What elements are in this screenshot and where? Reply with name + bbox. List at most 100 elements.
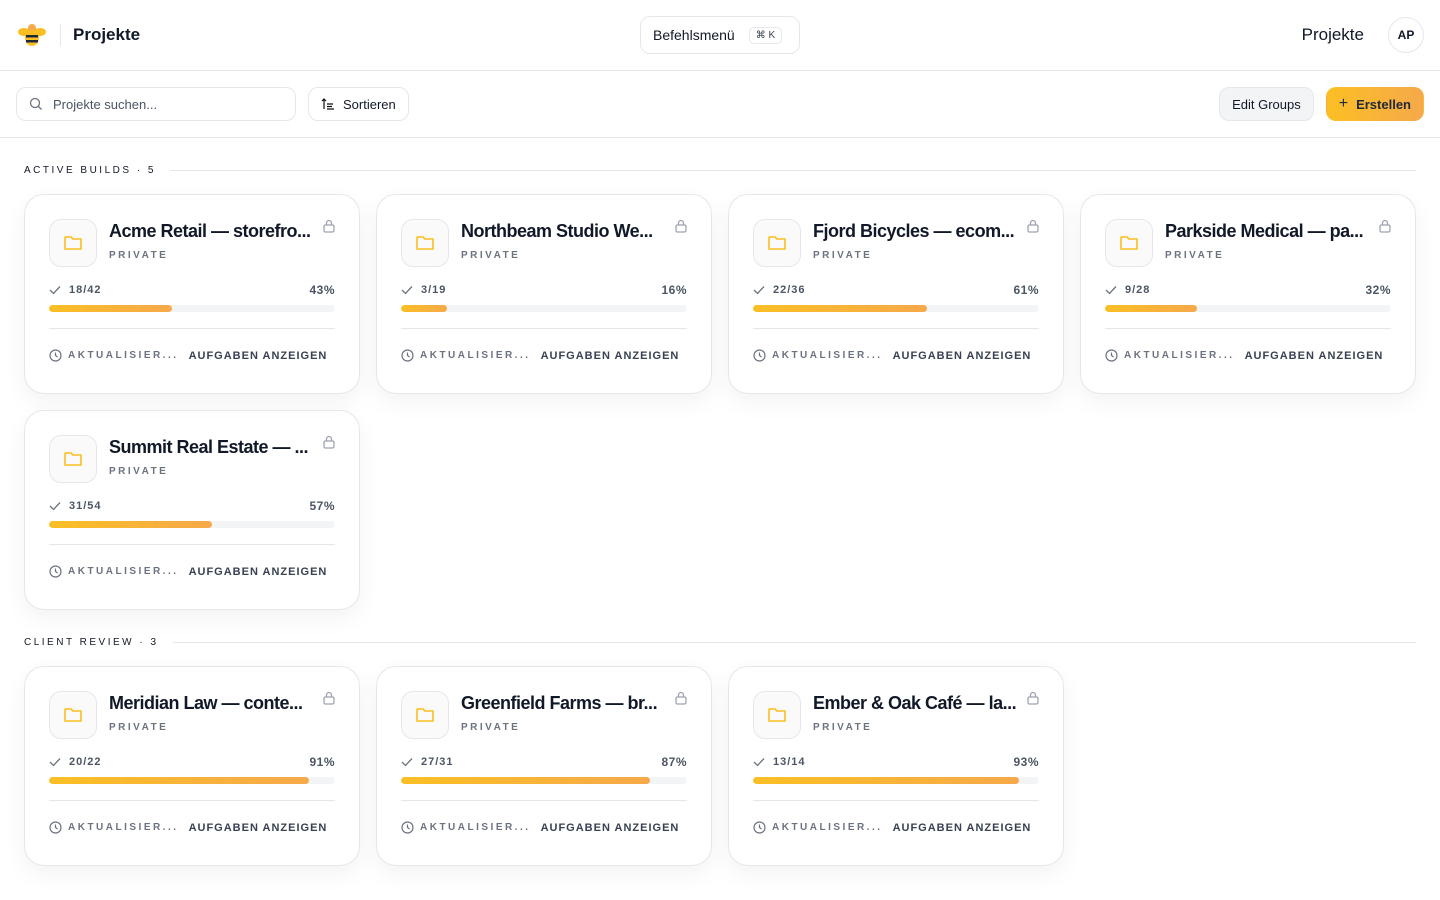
- project-card[interactable]: Meridian Law — conte... PRIVATE 20/22 91…: [24, 666, 360, 866]
- folder-icon: [401, 219, 449, 267]
- project-card[interactable]: Northbeam Studio We... PRIVATE 3/19 16% …: [376, 194, 712, 394]
- lock-icon: [675, 219, 687, 233]
- folder-icon: [401, 691, 449, 739]
- folder-icon: [753, 219, 801, 267]
- clock-icon: [401, 821, 414, 834]
- progress-bar: [401, 777, 687, 784]
- create-label: Erstellen: [1356, 96, 1411, 112]
- view-tasks-link[interactable]: AUFGABEN ANZEIGEN: [540, 821, 680, 834]
- task-count: 22/36: [773, 284, 806, 296]
- check-icon: [49, 758, 61, 767]
- divider: [753, 328, 1039, 329]
- project-title[interactable]: Meridian Law — conte...: [109, 693, 303, 713]
- project-card[interactable]: Greenfield Farms — br... PRIVATE 27/31 8…: [376, 666, 712, 866]
- project-title[interactable]: Parkside Medical — pa...: [1165, 221, 1364, 241]
- sort-button[interactable]: Sortieren: [308, 87, 409, 121]
- view-tasks-link[interactable]: AUFGABEN ANZEIGEN: [188, 565, 328, 578]
- view-tasks-link[interactable]: AUFGABEN ANZEIGEN: [892, 349, 1032, 362]
- progress-percent: 16%: [661, 283, 687, 297]
- folder-icon: [49, 219, 97, 267]
- divider: [401, 800, 687, 801]
- progress-bar: [49, 521, 335, 528]
- check-icon: [1105, 286, 1117, 295]
- task-count: 27/31: [421, 756, 454, 768]
- search-placeholder: Projekte suchen...: [53, 96, 158, 112]
- clock-icon: [49, 821, 62, 834]
- project-title[interactable]: Northbeam Studio We...: [461, 221, 653, 241]
- view-tasks-link[interactable]: AUFGABEN ANZEIGEN: [188, 349, 328, 362]
- progress-fill: [49, 305, 172, 312]
- lock-icon: [1379, 219, 1391, 233]
- command-menu-label: Befehlsmenü: [653, 27, 735, 43]
- check-icon: [753, 758, 765, 767]
- avatar[interactable]: AP: [1388, 17, 1424, 53]
- progress-percent: 93%: [1013, 755, 1039, 769]
- clock-icon: [401, 349, 414, 362]
- project-card[interactable]: Summit Real Estate — ... PRIVATE 31/54 5…: [24, 410, 360, 610]
- view-tasks-link[interactable]: AUFGABEN ANZEIGEN: [540, 349, 680, 362]
- sort-label: Sortieren: [343, 96, 396, 112]
- updated-label: AKTUALISIER...: [772, 822, 883, 833]
- updated-label: AKTUALISIER...: [420, 350, 531, 361]
- create-button[interactable]: + Erstellen: [1325, 87, 1424, 121]
- search-input[interactable]: Projekte suchen...: [16, 87, 296, 121]
- project-grid: Meridian Law — conte... PRIVATE 20/22 91…: [24, 666, 1416, 866]
- progress-bar: [1105, 305, 1391, 312]
- check-icon: [401, 758, 413, 767]
- progress-percent: 32%: [1365, 283, 1391, 297]
- section-label: CLIENT REVIEW · 3: [24, 636, 159, 648]
- sort-icon: [321, 98, 334, 110]
- nav-projects-link[interactable]: Projekte: [1301, 25, 1364, 44]
- project-section: ACTIVE BUILDS · 5 Acme Retail — storefro…: [0, 158, 1440, 610]
- visibility-label: PRIVATE: [1165, 250, 1225, 261]
- project-title[interactable]: Greenfield Farms — br...: [461, 693, 658, 713]
- view-tasks-link[interactable]: AUFGABEN ANZEIGEN: [892, 821, 1032, 834]
- command-menu-button[interactable]: Befehlsmenü ⌘ K: [640, 16, 800, 54]
- view-tasks-link[interactable]: AUFGABEN ANZEIGEN: [188, 821, 328, 834]
- updated-label: AKTUALISIER...: [420, 822, 531, 833]
- section-divider: [172, 641, 1416, 643]
- section-header: ACTIVE BUILDS · 5: [24, 158, 1416, 182]
- divider: [60, 24, 61, 46]
- edit-groups-button[interactable]: Edit Groups: [1219, 87, 1314, 121]
- divider: [753, 800, 1039, 801]
- folder-icon: [753, 691, 801, 739]
- folder-icon: [49, 691, 97, 739]
- updated-label: AKTUALISIER...: [772, 350, 883, 361]
- progress-percent: 87%: [661, 755, 687, 769]
- project-card[interactable]: Parkside Medical — pa... PRIVATE 9/28 32…: [1080, 194, 1416, 394]
- project-section: CLIENT REVIEW · 3 Meridian Law — conte..…: [0, 630, 1440, 866]
- lock-icon: [323, 691, 335, 705]
- clock-icon: [1105, 349, 1118, 362]
- divider: [1105, 328, 1391, 329]
- search-icon: [29, 97, 42, 110]
- check-icon: [401, 286, 413, 295]
- progress-fill: [753, 777, 1019, 784]
- project-title[interactable]: Fjord Bicycles — ecom...: [813, 221, 1015, 241]
- clock-icon: [753, 821, 766, 834]
- updated-label: AKTUALISIER...: [1124, 350, 1235, 361]
- project-title[interactable]: Summit Real Estate — ...: [109, 437, 309, 457]
- view-tasks-link[interactable]: AUFGABEN ANZEIGEN: [1244, 349, 1384, 362]
- project-card[interactable]: Fjord Bicycles — ecom... PRIVATE 22/36 6…: [728, 194, 1064, 394]
- check-icon: [49, 286, 61, 295]
- visibility-label: PRIVATE: [813, 722, 873, 733]
- check-icon: [753, 286, 765, 295]
- project-title[interactable]: Ember & Oak Café — la...: [813, 693, 1017, 713]
- task-count: 18/42: [69, 284, 102, 296]
- project-grid: Acme Retail — storefro... PRIVATE 18/42 …: [24, 194, 1416, 610]
- clock-icon: [753, 349, 766, 362]
- progress-bar: [401, 305, 687, 312]
- check-icon: [49, 502, 61, 511]
- progress-fill: [401, 305, 447, 312]
- lock-icon: [323, 219, 335, 233]
- divider: [49, 544, 335, 545]
- project-card[interactable]: Acme Retail — storefro... PRIVATE 18/42 …: [24, 194, 360, 394]
- toolbar: Projekte suchen... Sortieren Edit Groups…: [0, 71, 1440, 138]
- progress-fill: [49, 777, 310, 784]
- visibility-label: PRIVATE: [109, 250, 169, 261]
- visibility-label: PRIVATE: [461, 722, 521, 733]
- section-label: ACTIVE BUILDS · 5: [24, 164, 156, 176]
- project-card[interactable]: Ember & Oak Café — la... PRIVATE 13/14 9…: [728, 666, 1064, 866]
- project-title[interactable]: Acme Retail — storefro...: [109, 221, 311, 241]
